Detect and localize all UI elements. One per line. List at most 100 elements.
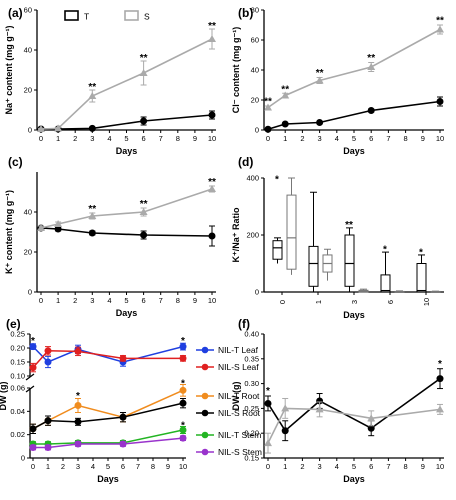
significance-e: * — [181, 378, 185, 389]
x-tick-label-b: 8 — [404, 134, 408, 143]
marker-f-s — [315, 405, 324, 413]
marker-c-s — [37, 224, 45, 231]
series-line-e-nil-t-stem — [33, 429, 184, 445]
marker-f-s — [436, 405, 444, 413]
legend-marker-nil-t-leaf — [201, 346, 209, 354]
x-tick-label-e: 7 — [136, 462, 140, 471]
marker-e-nil-s-stem — [179, 434, 187, 442]
marker-f-t — [436, 375, 444, 383]
marker-f-t — [281, 427, 289, 435]
y-axis-label-e: DW (g) — [0, 382, 8, 411]
y-tick-label-f: 0.35 — [244, 354, 259, 363]
marker-e-nil-s-stem — [74, 440, 82, 448]
x-tick-label-a: 6 — [142, 134, 146, 143]
significance-b: ** — [281, 85, 289, 96]
y-tick-label-e: 0.20 — [10, 344, 25, 353]
marker-b-t — [436, 98, 444, 105]
legend-label-nil-s-leaf: NIL-S Leaf — [218, 362, 259, 372]
significance-d: * — [383, 244, 387, 255]
x-tick-label-e: 1 — [46, 462, 50, 471]
x-tick-label-f: 10 — [436, 462, 444, 471]
x-tick-label-e: 4 — [91, 462, 95, 471]
series-line-a-t — [41, 114, 213, 130]
y-tick-label-b: 60 — [251, 36, 259, 45]
significance-b: ** — [367, 53, 375, 64]
axis-break-mark-e — [25, 373, 35, 381]
x-tick-label-e: 8 — [151, 462, 155, 471]
x-tick-label-b: 9 — [421, 134, 425, 143]
x-axis-label-d: Days — [343, 310, 365, 320]
x-tick-label-a: 0 — [39, 134, 43, 143]
y-tick-label-a: 40 — [24, 46, 32, 55]
x-tick-label-f: 5 — [352, 462, 356, 471]
y-tick-label-f: 0.15 — [244, 454, 259, 463]
marker-e-nil-s-stem — [29, 444, 37, 451]
axis-break-mark-e — [25, 385, 35, 393]
x-tick-label-c: 4 — [107, 296, 111, 305]
y-tick-label-b: 20 — [251, 96, 259, 105]
y-tick-label-e: 0 — [21, 454, 25, 463]
y-tick-label-f: 0.40 — [244, 330, 259, 339]
legend-label-nil-t-leaf: NIL-T Leaf — [218, 345, 259, 355]
marker-e-nil-s-root — [74, 418, 82, 426]
x-tick-label-b: 0 — [266, 134, 270, 143]
significance-d: * — [275, 174, 279, 185]
series-line-c-t — [40, 227, 213, 237]
x-tick-label-f: 3 — [318, 462, 322, 471]
box-t-0 — [272, 240, 283, 260]
x-tick-label-e: 2 — [61, 462, 65, 471]
x-tick-label-f: 4 — [335, 462, 339, 471]
x-tick-label-c: 8 — [176, 296, 180, 305]
marker-b-s — [436, 25, 444, 33]
marker-b-t — [281, 120, 289, 128]
x-tick-label-b: 7 — [386, 134, 390, 143]
marker-b-t — [316, 119, 324, 126]
marker-e-nil-s-stem — [119, 440, 127, 448]
y-tick-label-a: 20 — [24, 86, 32, 95]
y-tick-label-f: 0.25 — [244, 404, 259, 413]
legend-marker-nil-t-root — [201, 392, 209, 400]
marker-c-s — [54, 220, 63, 227]
x-tick-label-b: 5 — [352, 134, 356, 143]
significance-f: * — [438, 359, 442, 370]
y-tick-label-e: 0.25 — [10, 330, 25, 339]
legend-label-nil-s-root: NIL-S Root — [218, 408, 261, 418]
y-tick-label-c: 20 — [24, 248, 32, 257]
x-axis-label-e: Days — [97, 474, 119, 484]
marker-e-nil-s-root — [119, 413, 127, 421]
marker-e-nil-s-stem — [44, 444, 52, 451]
legend-swatch-s — [124, 10, 139, 21]
marker-e-nil-t-root — [179, 386, 187, 394]
y-tick-label-d: 200 — [246, 231, 259, 240]
marker-e-nil-s-leaf — [29, 364, 37, 372]
x-tick-label-f: 0 — [266, 462, 270, 471]
y-tick-label-d: 400 — [246, 174, 259, 183]
x-tick-label-b: 1 — [283, 134, 287, 143]
y-axis-label-d: K⁺/Na⁺ Ratio — [231, 207, 241, 263]
marker-e-nil-t-leaf — [179, 343, 187, 351]
legend-swatch-t — [64, 10, 79, 21]
legend-label-nil-s-stem: NIL-S Stem — [218, 447, 262, 457]
marker-f-t — [316, 397, 324, 405]
x-tick-label-a: 5 — [124, 134, 128, 143]
marker-b-s — [315, 76, 324, 84]
marker-e-nil-t-stem — [179, 426, 187, 434]
marker-c-s — [88, 212, 97, 219]
box-t-10 — [416, 263, 427, 293]
y-tick-label-b: 0 — [255, 126, 259, 135]
marker-b-t — [264, 125, 272, 133]
marker-c-s — [139, 208, 148, 215]
marker-f-t — [367, 424, 375, 432]
significance-a: ** — [140, 53, 148, 64]
x-tick-label-b: 3 — [318, 134, 322, 143]
y-tick-label-e: 0.06 — [10, 384, 25, 393]
marker-b-s — [367, 63, 376, 70]
series-line-b-s — [267, 28, 441, 109]
box-t-6 — [380, 274, 391, 293]
y-axis-label-a: Na⁺ content (mg g⁻¹) — [4, 26, 14, 115]
series-line-c-s — [40, 188, 213, 229]
x-tick-label-c: 10 — [208, 296, 216, 305]
marker-e-nil-s-root — [29, 425, 37, 433]
x-tick-label-c: 0 — [39, 296, 43, 305]
